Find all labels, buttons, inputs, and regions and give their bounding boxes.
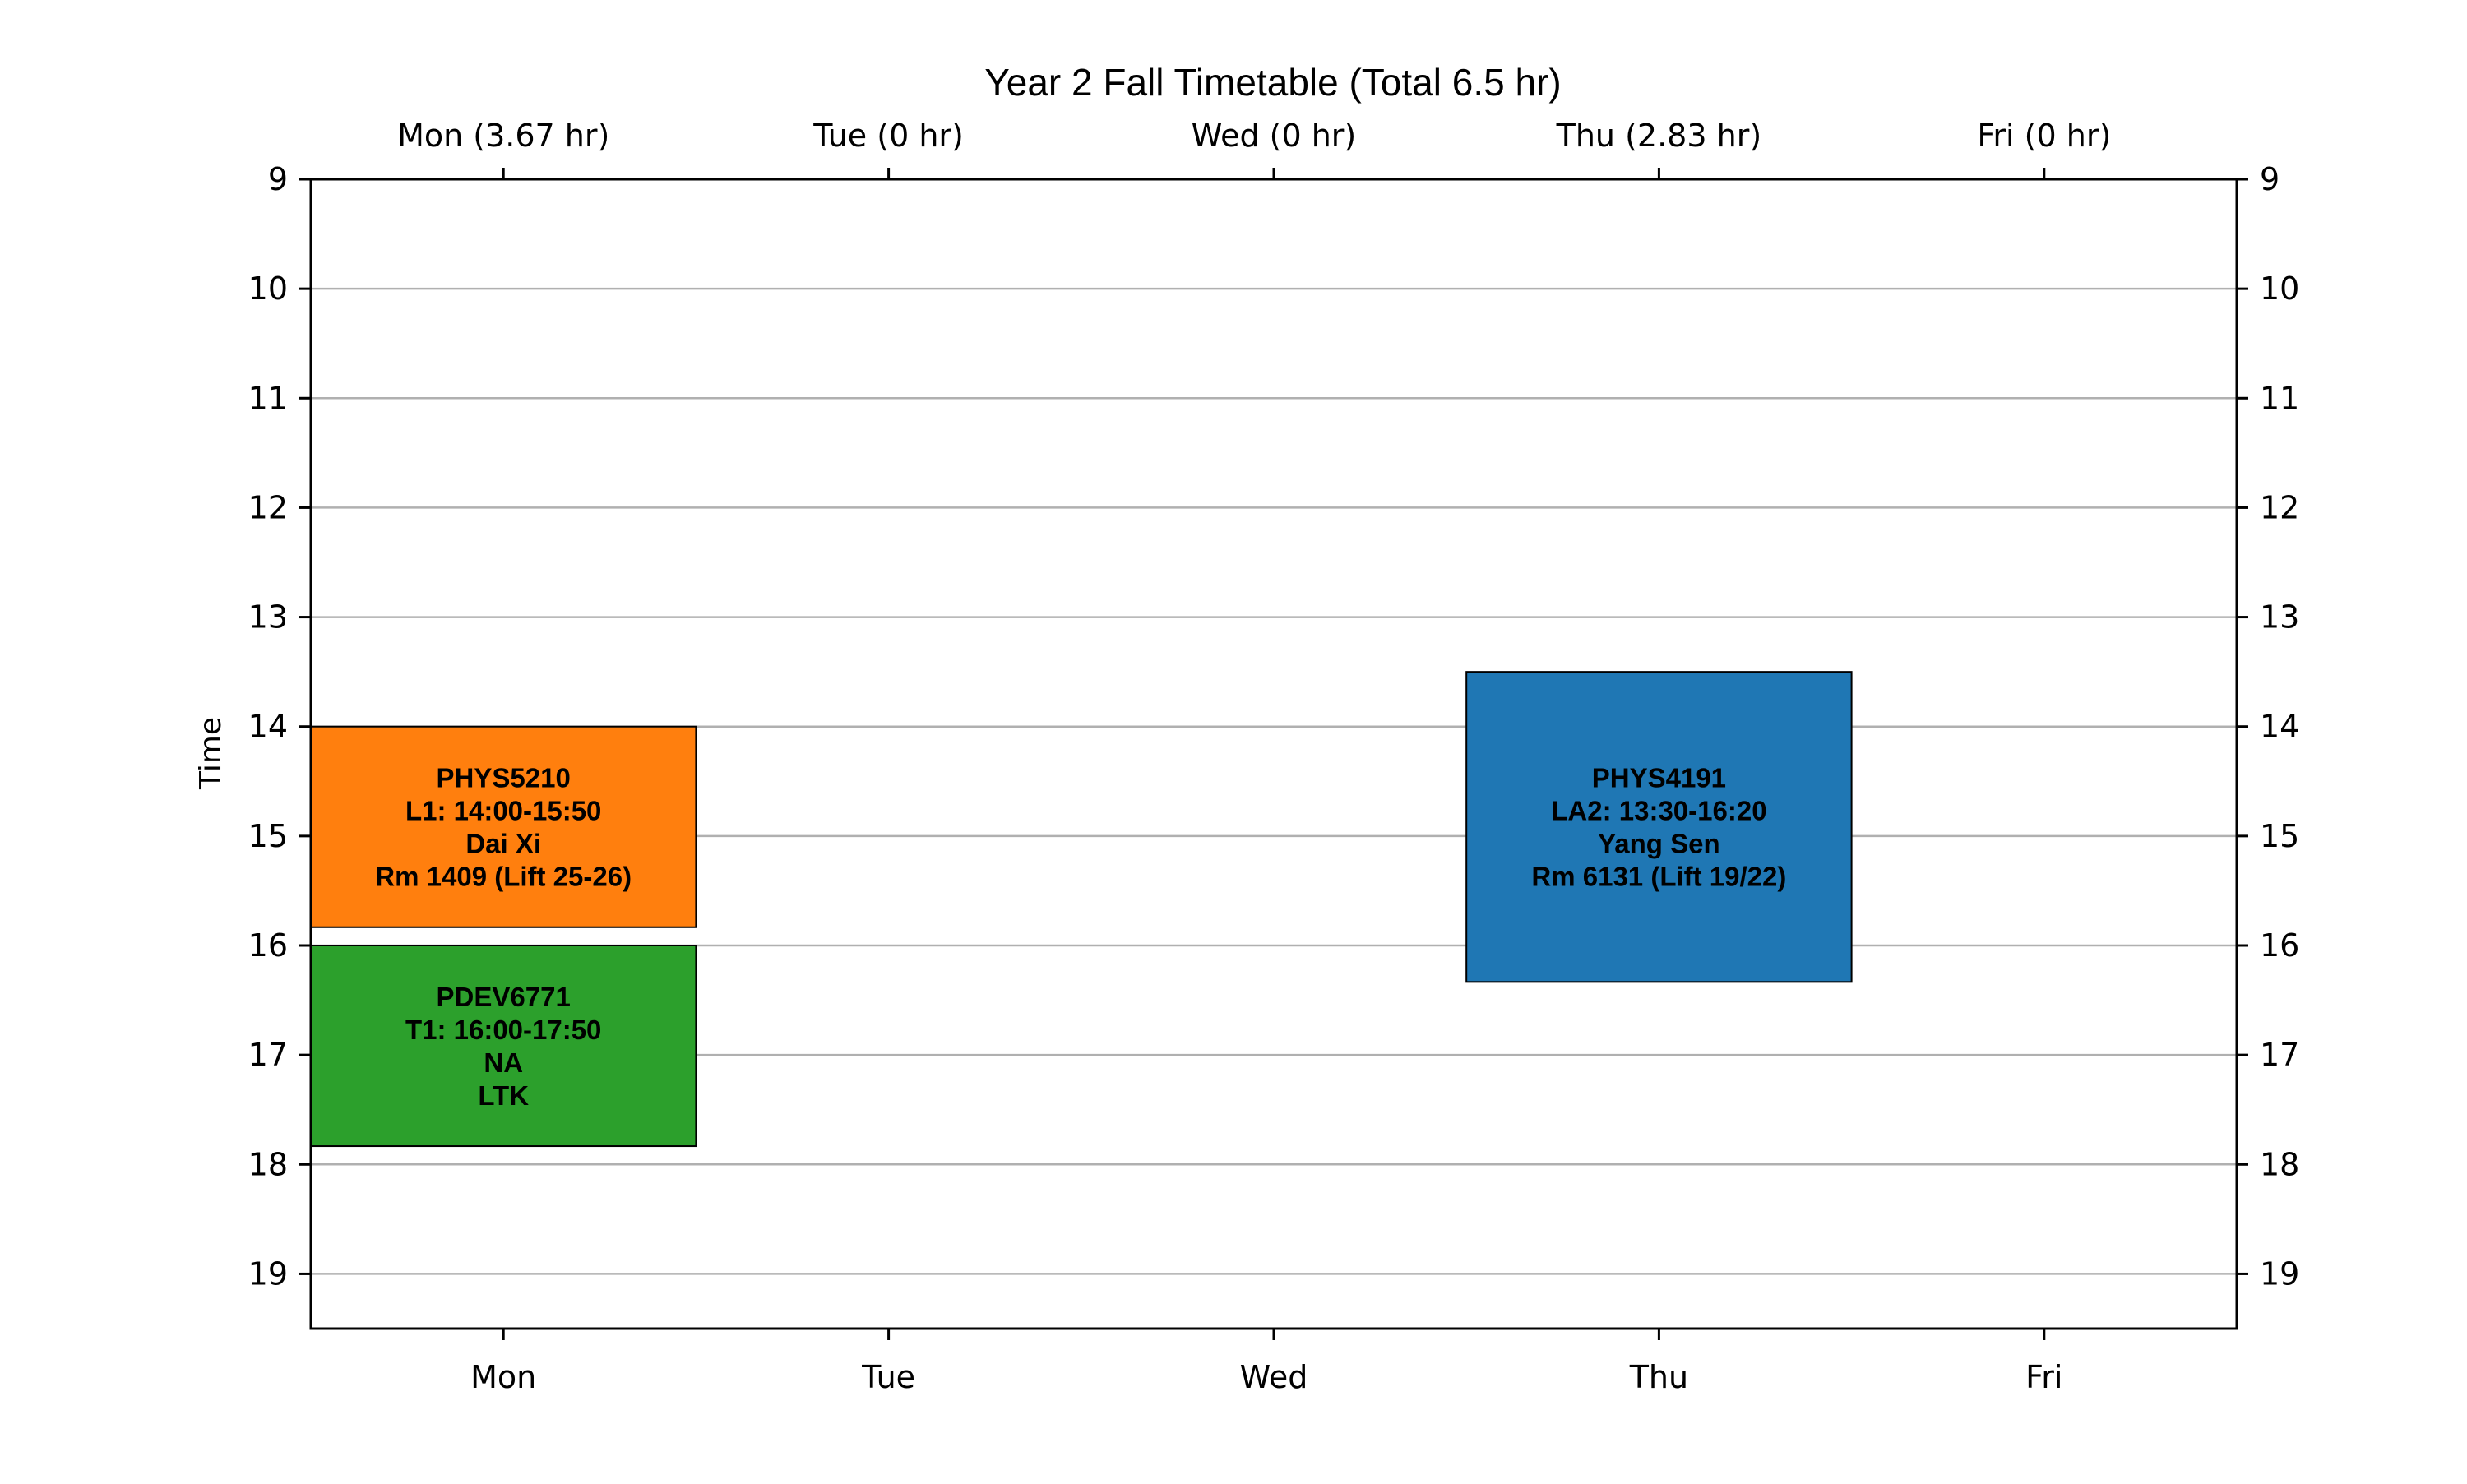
x-tick-label-bottom: Thu: [1629, 1359, 1688, 1395]
y-tick-label-left: 9: [268, 161, 288, 197]
chart-title: Year 2 Fall Timetable (Total 6.5 hr): [984, 61, 1561, 104]
event-label: LTK: [478, 1080, 529, 1111]
event-label: LA2: 13:30-16:20: [1551, 796, 1766, 826]
y-tick-label-right: 18: [2260, 1146, 2299, 1182]
event-label: PHYS4191: [1592, 763, 1726, 793]
x-tick-label-top: Mon (3.67 hr): [397, 118, 609, 154]
x-tick-label-top: Tue (0 hr): [812, 118, 964, 154]
y-tick-label-right: 9: [2260, 161, 2280, 197]
event-label: NA: [484, 1047, 523, 1078]
event-label: Rm 1409 (Lift 25-26): [375, 862, 632, 892]
event-label: Yang Sen: [1598, 829, 1720, 859]
y-tick-label-left: 19: [248, 1255, 288, 1292]
y-tick-label-right: 19: [2260, 1255, 2299, 1292]
y-tick-label-right: 15: [2260, 818, 2299, 854]
y-tick-label-left: 18: [248, 1146, 288, 1182]
y-tick-label-left: 14: [248, 709, 288, 745]
y-tick-label-left: 13: [248, 599, 288, 636]
x-tick-label-bottom: Tue: [861, 1359, 915, 1395]
y-tick-label-right: 14: [2260, 709, 2299, 745]
y-tick-label-right: 12: [2260, 489, 2299, 525]
x-tick-label-top: Fri (0 hr): [1977, 118, 2111, 154]
event-label: PDEV6771: [437, 982, 571, 1012]
y-tick-label-right: 11: [2260, 380, 2299, 416]
y-tick-label-left: 16: [248, 927, 288, 964]
y-tick-label-left: 17: [248, 1037, 288, 1073]
y-tick-label-left: 11: [248, 380, 288, 416]
x-tick-label-bottom: Mon: [470, 1359, 536, 1395]
event-block: [1465, 671, 1853, 983]
event-block: [310, 725, 697, 928]
y-tick-label-right: 17: [2260, 1037, 2299, 1073]
event-label: PHYS5210: [437, 763, 571, 793]
x-tick-label-top: Thu (2.83 hr): [1556, 118, 1762, 154]
x-tick-label-top: Wed (0 hr): [1192, 118, 1357, 154]
event-block: [310, 945, 697, 1148]
event-label: T1: 16:00-17:50: [405, 1015, 601, 1045]
x-tick-label-bottom: Fri: [2025, 1359, 2062, 1395]
y-tick-label-right: 10: [2260, 270, 2299, 307]
event-label: Dai Xi: [465, 829, 541, 859]
y-tick-label-left: 10: [248, 270, 288, 307]
event-label: Rm 6131 (Lift 19/22): [1531, 862, 1786, 892]
y-tick-label-right: 13: [2260, 599, 2299, 636]
x-tick-label-bottom: Wed: [1240, 1359, 1308, 1395]
event-label: L1: 14:00-15:50: [405, 796, 601, 826]
y-tick-label-right: 16: [2260, 927, 2299, 964]
y-axis-label: Time: [194, 717, 228, 790]
y-tick-label-left: 15: [248, 818, 288, 854]
y-tick-label-left: 12: [248, 489, 288, 525]
axis-ticks: 9 9 10 10 11 11 12 12 13 13 14 14 15 15 16 16 17 17 18 18 19…: [248, 118, 2300, 1395]
